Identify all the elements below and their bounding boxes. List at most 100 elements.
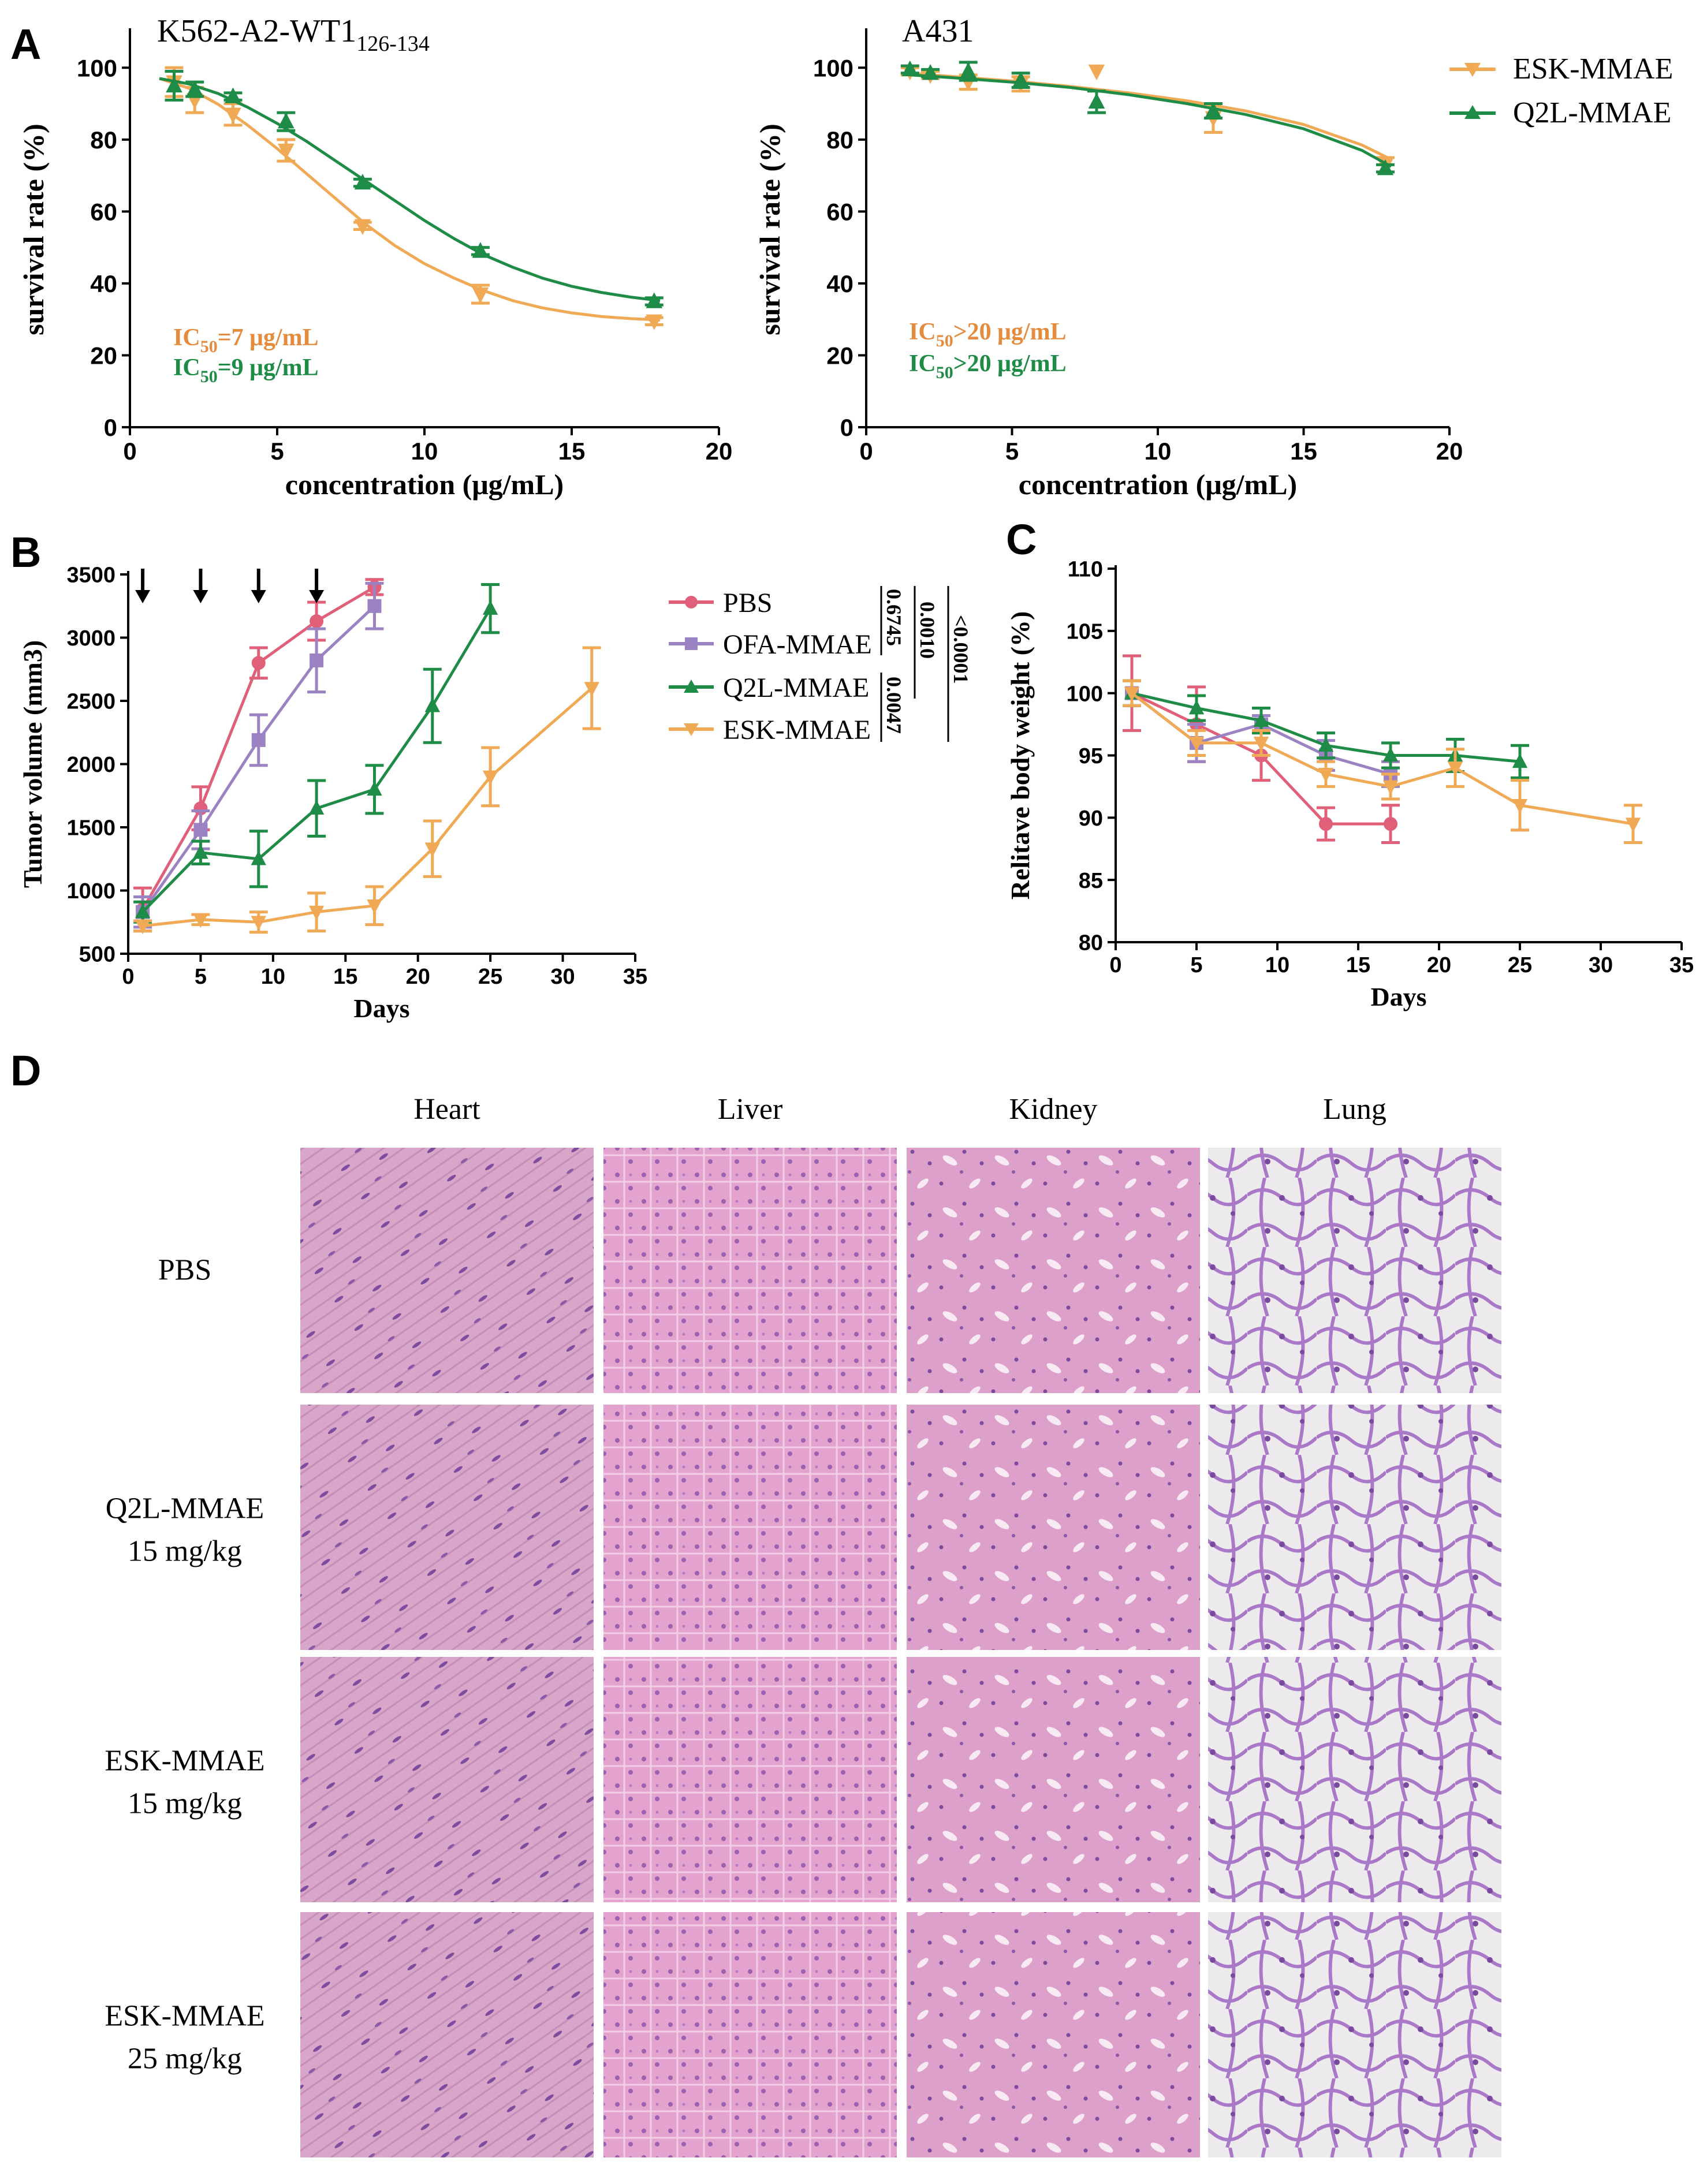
y-tick-label: 90 [1079, 807, 1103, 831]
x-tick-label: 15 [1290, 438, 1317, 465]
dosing-arrow-head [193, 590, 208, 603]
x-tick-label: 10 [411, 438, 438, 465]
x-axis-label: Days [353, 994, 409, 1023]
data-point [1188, 700, 1205, 715]
legend-b-ofa-marker [685, 637, 698, 650]
x-axis-label: concentration (μg/mL) [285, 468, 564, 501]
row-label: ESK-MMAE [105, 1745, 264, 1778]
data-point [424, 697, 440, 712]
column-header-heart: Heart [413, 1093, 480, 1126]
data-point [308, 905, 325, 921]
legend-a: ESK-MMAE Q2L-MMAE [1449, 53, 1673, 129]
x-tick-label: 20 [1436, 438, 1463, 465]
y-axis-label: survival rate (%) [17, 124, 50, 335]
histology-image-lung [1208, 1405, 1501, 1650]
histology-grid: Heart Liver Kidney Lung PBS Q2L-MMAE 15 mg/kg E… [105, 1093, 1501, 2157]
row-label: ESK-MMAE [105, 2000, 264, 2033]
x-tick-label: 20 [706, 438, 733, 465]
column-header-kidney: Kidney [1009, 1093, 1097, 1126]
chart-c-body-weight: 0 5 10 15 20 25 30 35 80 85 90 95 100 105 110 Days Relit… [1005, 558, 1694, 1011]
data-point [225, 107, 241, 124]
chart-b-tumor-volume: 0 5 10 15 20 25 30 35 500 1000 1500 2000 2500 3000 350… [18, 563, 647, 1023]
data-point [278, 113, 295, 129]
data-point [251, 656, 266, 670]
data-point [901, 60, 919, 77]
data-point [424, 842, 440, 857]
ic50-left-q2l: IC50=9 μg/mL [173, 354, 319, 386]
x-axis-label: Days [1370, 982, 1426, 1011]
fit-curve [159, 77, 661, 303]
data-point [922, 64, 939, 80]
data-point [354, 173, 371, 190]
legend-b-q2l-marker [684, 680, 699, 693]
x-axis-label: concentration (μg/mL) [1019, 468, 1297, 501]
fit-curve [910, 73, 1392, 168]
series-q2l-mmae [159, 70, 664, 308]
x-tick-label: 25 [1508, 953, 1532, 977]
y-tick-label: 80 [90, 126, 117, 154]
data-point [310, 653, 324, 667]
data-point [135, 920, 151, 935]
data-point [960, 62, 977, 79]
histology-image-liver [603, 1912, 897, 2157]
y-tick-label: 2500 [66, 690, 115, 714]
y-tick-label: 100 [1067, 682, 1103, 706]
data-point [193, 823, 208, 837]
y-tick-label: 1000 [66, 879, 115, 904]
x-tick-label: 0 [1109, 953, 1121, 977]
legend-a-q2l-marker [1464, 105, 1481, 119]
x-tick-label: 20 [406, 965, 430, 989]
y-tick-label: 100 [77, 54, 117, 81]
data-point [1382, 747, 1399, 762]
data-point [278, 143, 295, 160]
data-point [1088, 92, 1105, 109]
series-esk-mmae [1123, 679, 1642, 844]
histology-image-heart [300, 1912, 594, 2157]
x-tick-label: 5 [1190, 953, 1202, 977]
series-q2l-mmae [900, 60, 1395, 176]
histology-image-liver [603, 1405, 897, 1650]
data-point [1318, 737, 1334, 752]
ic50-right-q2l: IC50>20 μg/mL [909, 350, 1067, 382]
data-point [482, 770, 498, 785]
data-point [193, 913, 208, 928]
legend-a-esk-marker [1464, 63, 1481, 77]
row-label-dose: 15 mg/kg [128, 1787, 242, 1820]
y-tick-label: 20 [90, 342, 117, 369]
histology-image-kidney [907, 1657, 1200, 1902]
x-tick-label: 25 [478, 965, 502, 989]
data-point [1512, 798, 1528, 814]
y-tick-label: 85 [1079, 869, 1103, 893]
data-point [1253, 737, 1269, 752]
fit-curve [159, 77, 661, 322]
x-tick-label: 35 [1669, 953, 1694, 977]
panel-letter-a: A [10, 20, 41, 68]
chart-a-right-title: A431 [902, 13, 974, 49]
x-tick-label: 10 [1265, 953, 1289, 977]
histology-image-lung [1208, 1148, 1501, 1393]
series-line [142, 687, 593, 928]
data-point [646, 314, 663, 330]
legend-a-esk-label: ESK-MMAE [1513, 53, 1673, 85]
histology-image-lung [1208, 1912, 1501, 2157]
data-point [308, 800, 325, 815]
x-tick-label: 5 [1005, 438, 1019, 465]
y-tick-label: 3500 [66, 563, 115, 588]
row-label: PBS [158, 1254, 212, 1287]
panel-letter-d: D [10, 1047, 41, 1095]
y-tick-label: 60 [826, 198, 854, 225]
panel-letter-b: B [10, 528, 41, 576]
data-point [1124, 686, 1140, 702]
data-point [1012, 71, 1029, 87]
x-tick-label: 10 [1145, 438, 1172, 465]
data-point [310, 614, 324, 629]
data-point [186, 80, 203, 96]
y-tick-label: 100 [813, 54, 854, 81]
y-tick-label: 0 [104, 414, 117, 441]
histology-image-kidney [907, 1148, 1200, 1393]
y-tick-label: 110 [1068, 558, 1103, 582]
x-tick-label: 10 [261, 965, 285, 989]
data-point [1625, 817, 1641, 832]
y-tick-label: 2000 [66, 753, 115, 777]
y-tick-label: 40 [826, 270, 854, 297]
